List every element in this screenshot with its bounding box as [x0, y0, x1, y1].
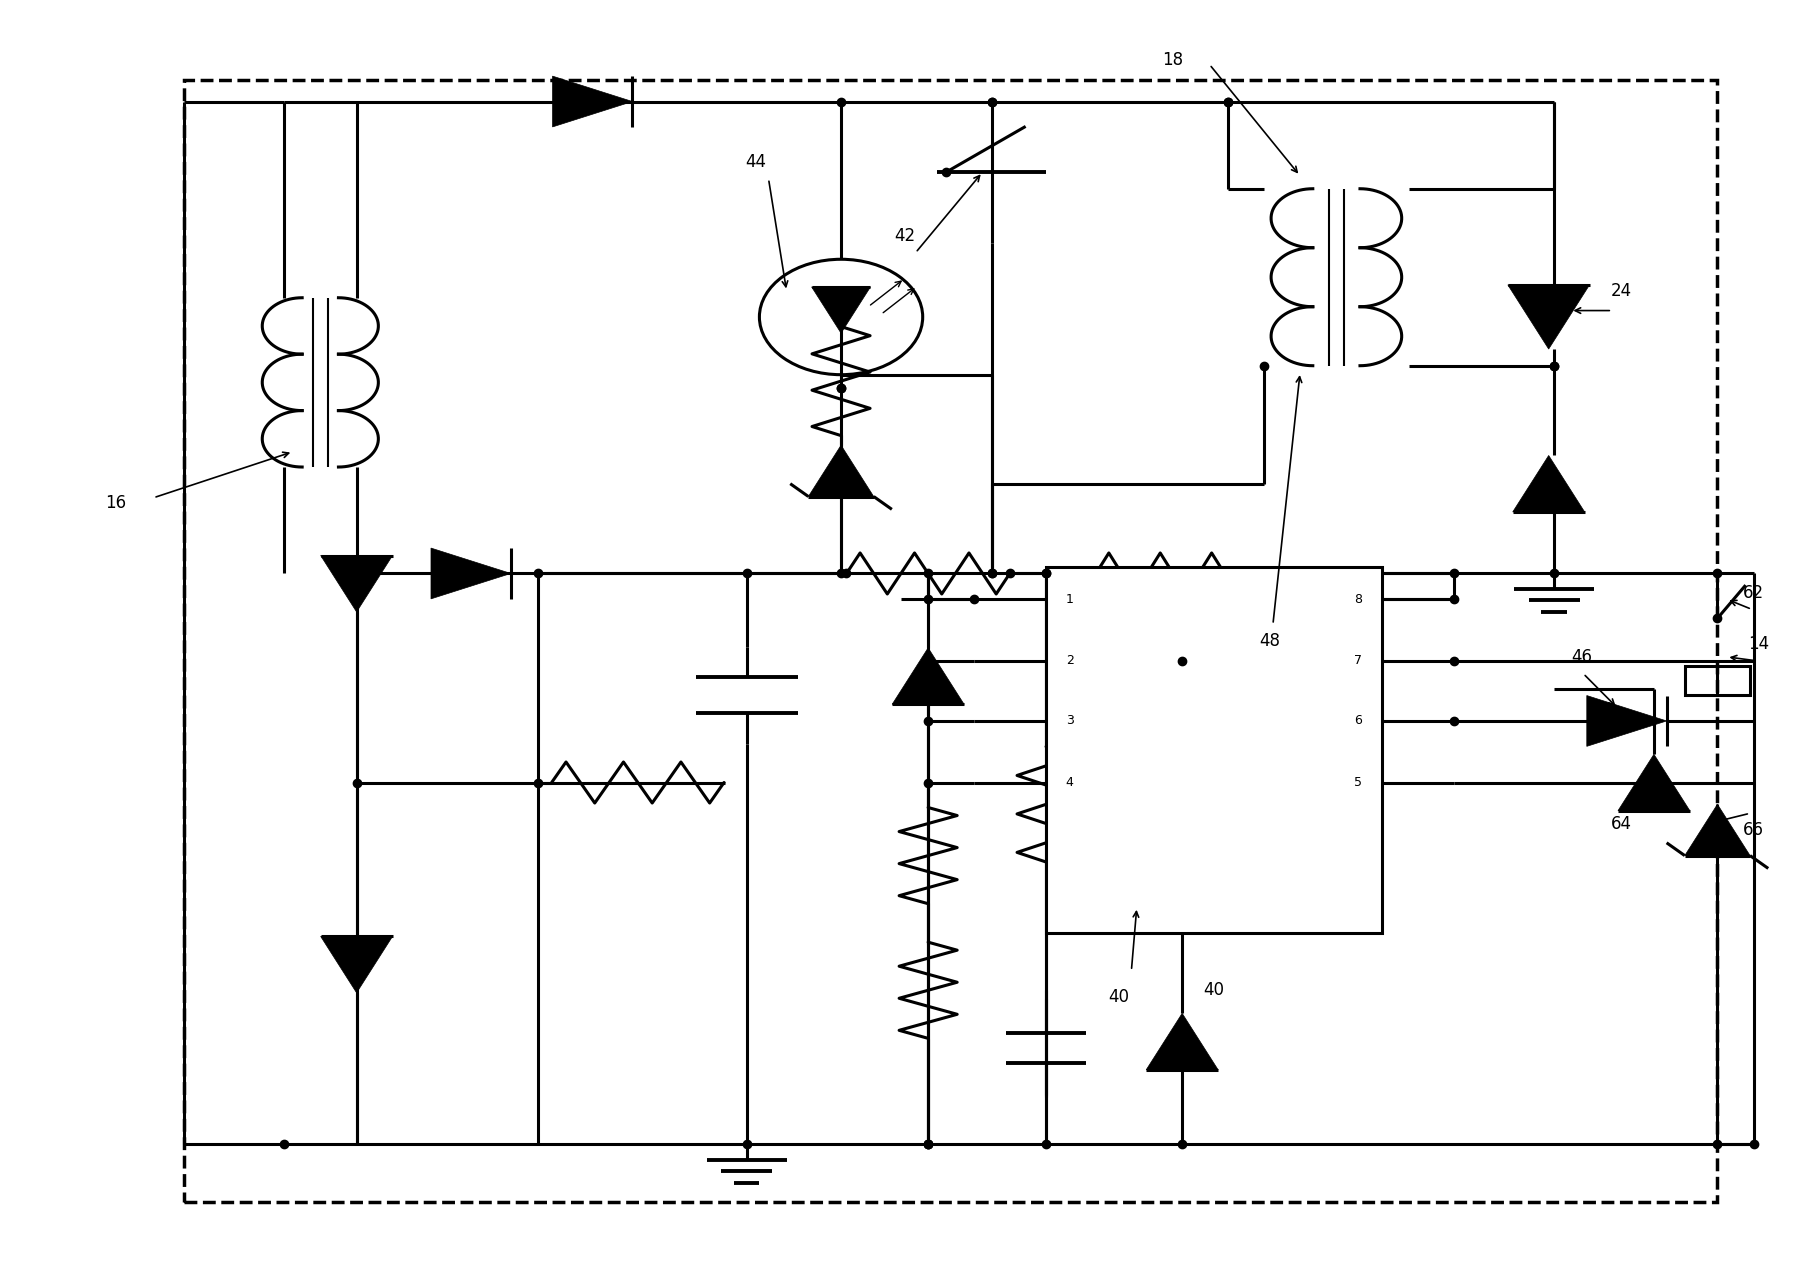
Polygon shape [320, 936, 393, 993]
Polygon shape [1512, 456, 1585, 511]
Text: 16: 16 [106, 493, 126, 511]
Text: 6: 6 [1354, 715, 1361, 728]
Text: 8: 8 [1354, 592, 1361, 605]
Text: 5: 5 [1354, 775, 1361, 790]
Text: 3: 3 [1067, 715, 1074, 728]
Text: 14: 14 [1749, 635, 1769, 653]
Polygon shape [320, 555, 393, 612]
Text: 7: 7 [1354, 654, 1361, 667]
Polygon shape [892, 648, 965, 705]
Text: 4: 4 [1067, 775, 1074, 790]
Text: 18: 18 [1163, 52, 1183, 70]
Text: 40: 40 [1203, 981, 1225, 999]
Text: 44: 44 [744, 153, 766, 171]
Text: 1: 1 [1067, 592, 1074, 605]
Polygon shape [1618, 755, 1689, 810]
Text: 46: 46 [1571, 648, 1592, 666]
Text: 42: 42 [894, 227, 915, 245]
Bar [184, 80, 1718, 1202]
Text: 40: 40 [1108, 988, 1128, 1006]
Polygon shape [431, 549, 511, 599]
Text: 64: 64 [1611, 814, 1633, 832]
Text: 48: 48 [1259, 632, 1279, 650]
Bar [1046, 567, 1381, 933]
Polygon shape [1507, 285, 1589, 349]
Polygon shape [1147, 1014, 1218, 1070]
Bar [1685, 666, 1751, 696]
Text: 24: 24 [1611, 282, 1633, 300]
Polygon shape [1685, 804, 1751, 855]
Polygon shape [1587, 696, 1667, 746]
Text: 62: 62 [1744, 583, 1764, 601]
Text: 66: 66 [1744, 820, 1764, 838]
Polygon shape [553, 76, 632, 128]
Text: 2: 2 [1067, 654, 1074, 667]
Polygon shape [812, 287, 870, 334]
Polygon shape [808, 446, 874, 496]
